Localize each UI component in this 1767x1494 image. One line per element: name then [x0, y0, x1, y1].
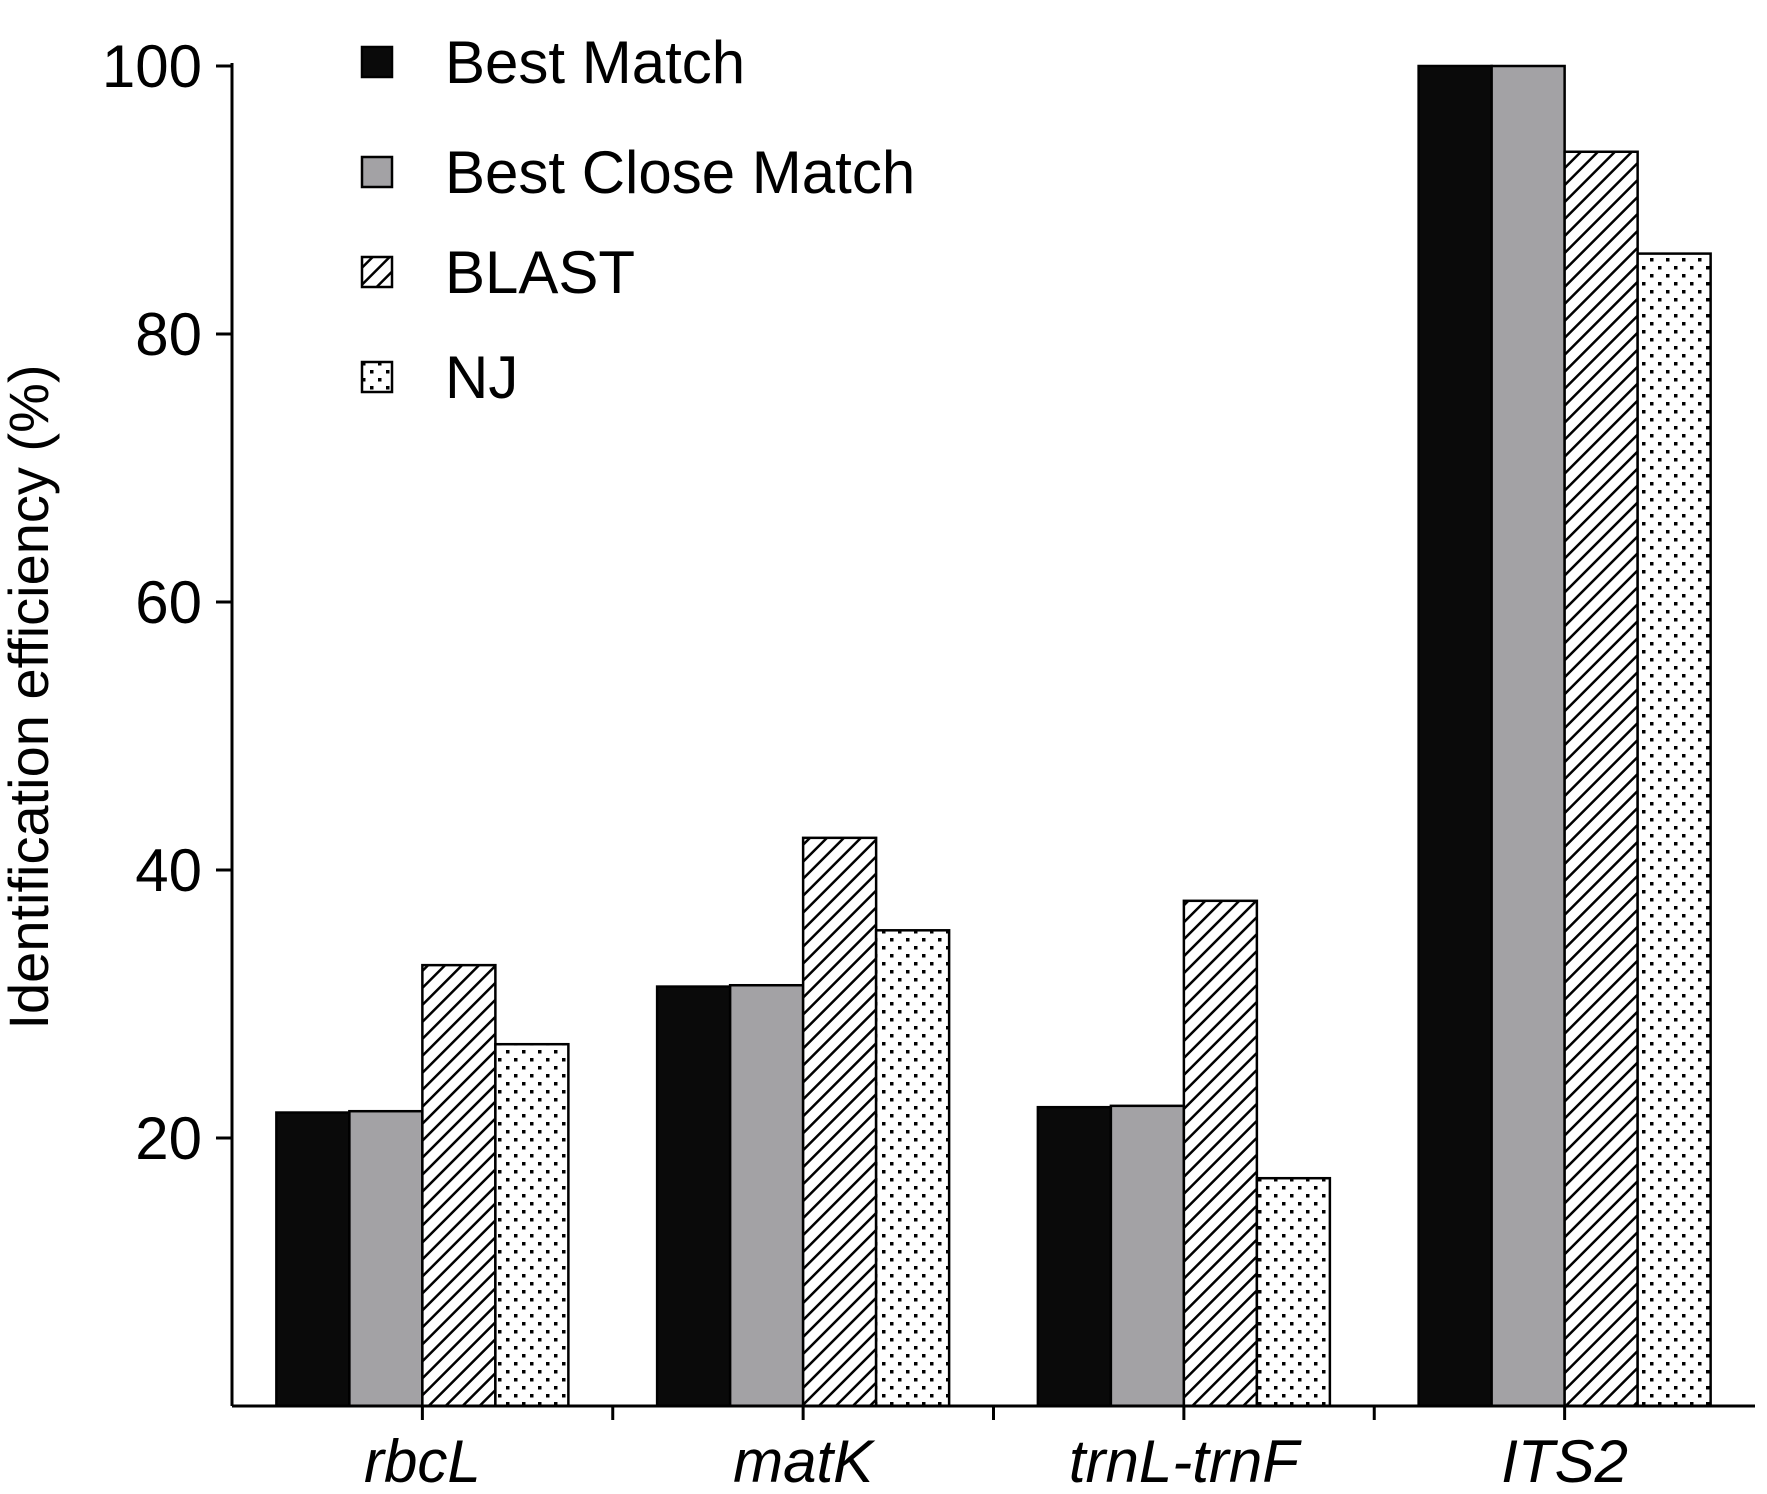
x-tick-label: matK: [733, 1428, 876, 1494]
bar-rbcL-blast: [421, 963, 497, 1408]
x-tick-label: rbcL: [364, 1428, 481, 1494]
y-tick-label: 60: [135, 569, 202, 636]
legend-swatch: [360, 155, 394, 189]
y-tick-label: 20: [135, 1105, 202, 1172]
bar-rbcL-best-close-match: [348, 1109, 424, 1408]
bar-matK-nj: [874, 929, 951, 1408]
x-tick-label: ITS2: [1501, 1428, 1628, 1494]
legend-label: BLAST: [445, 239, 635, 306]
bar-ITS2-nj: [1636, 252, 1712, 1408]
legend: Best Match Best Close Match BLAST NJ: [360, 29, 915, 411]
legend-label: Best Match: [445, 29, 745, 96]
bar-matK-best-match: [655, 985, 732, 1408]
y-tick-label: 40: [135, 837, 202, 904]
legend-swatch: [360, 360, 394, 394]
y-tick-label: 100: [102, 33, 202, 100]
legend-swatch: [360, 255, 394, 289]
axes: rbcL matK trnL-trnF ITS2 20 40 60 80 100: [102, 33, 1755, 1494]
bar-trnL-trnF-best-close-match: [1109, 1104, 1186, 1408]
bar-ITS2-best-close-match: [1490, 64, 1566, 1408]
legend-label: NJ: [445, 344, 518, 411]
x-tick-label: trnL-trnF: [1069, 1428, 1302, 1494]
bar-ITS2-best-match: [1417, 64, 1493, 1408]
y-axis-title: Identification efficiency (%): [0, 364, 60, 1029]
bar-rbcL-nj: [494, 1042, 570, 1408]
bar-matK-best-close-match: [728, 983, 805, 1408]
bar-trnL-trnF-blast: [1182, 899, 1259, 1408]
bar-rbcL-best-match: [275, 1111, 351, 1408]
bars: [275, 64, 1712, 1408]
legend-label: Best Close Match: [445, 139, 915, 206]
legend-swatch: [360, 45, 394, 79]
bar-trnL-trnF-nj: [1255, 1176, 1332, 1408]
y-tick-label: 80: [135, 301, 202, 368]
bar-matK-blast: [801, 836, 878, 1408]
bar-trnL-trnF-best-match: [1036, 1105, 1113, 1408]
bar-ITS2-blast: [1563, 150, 1639, 1408]
